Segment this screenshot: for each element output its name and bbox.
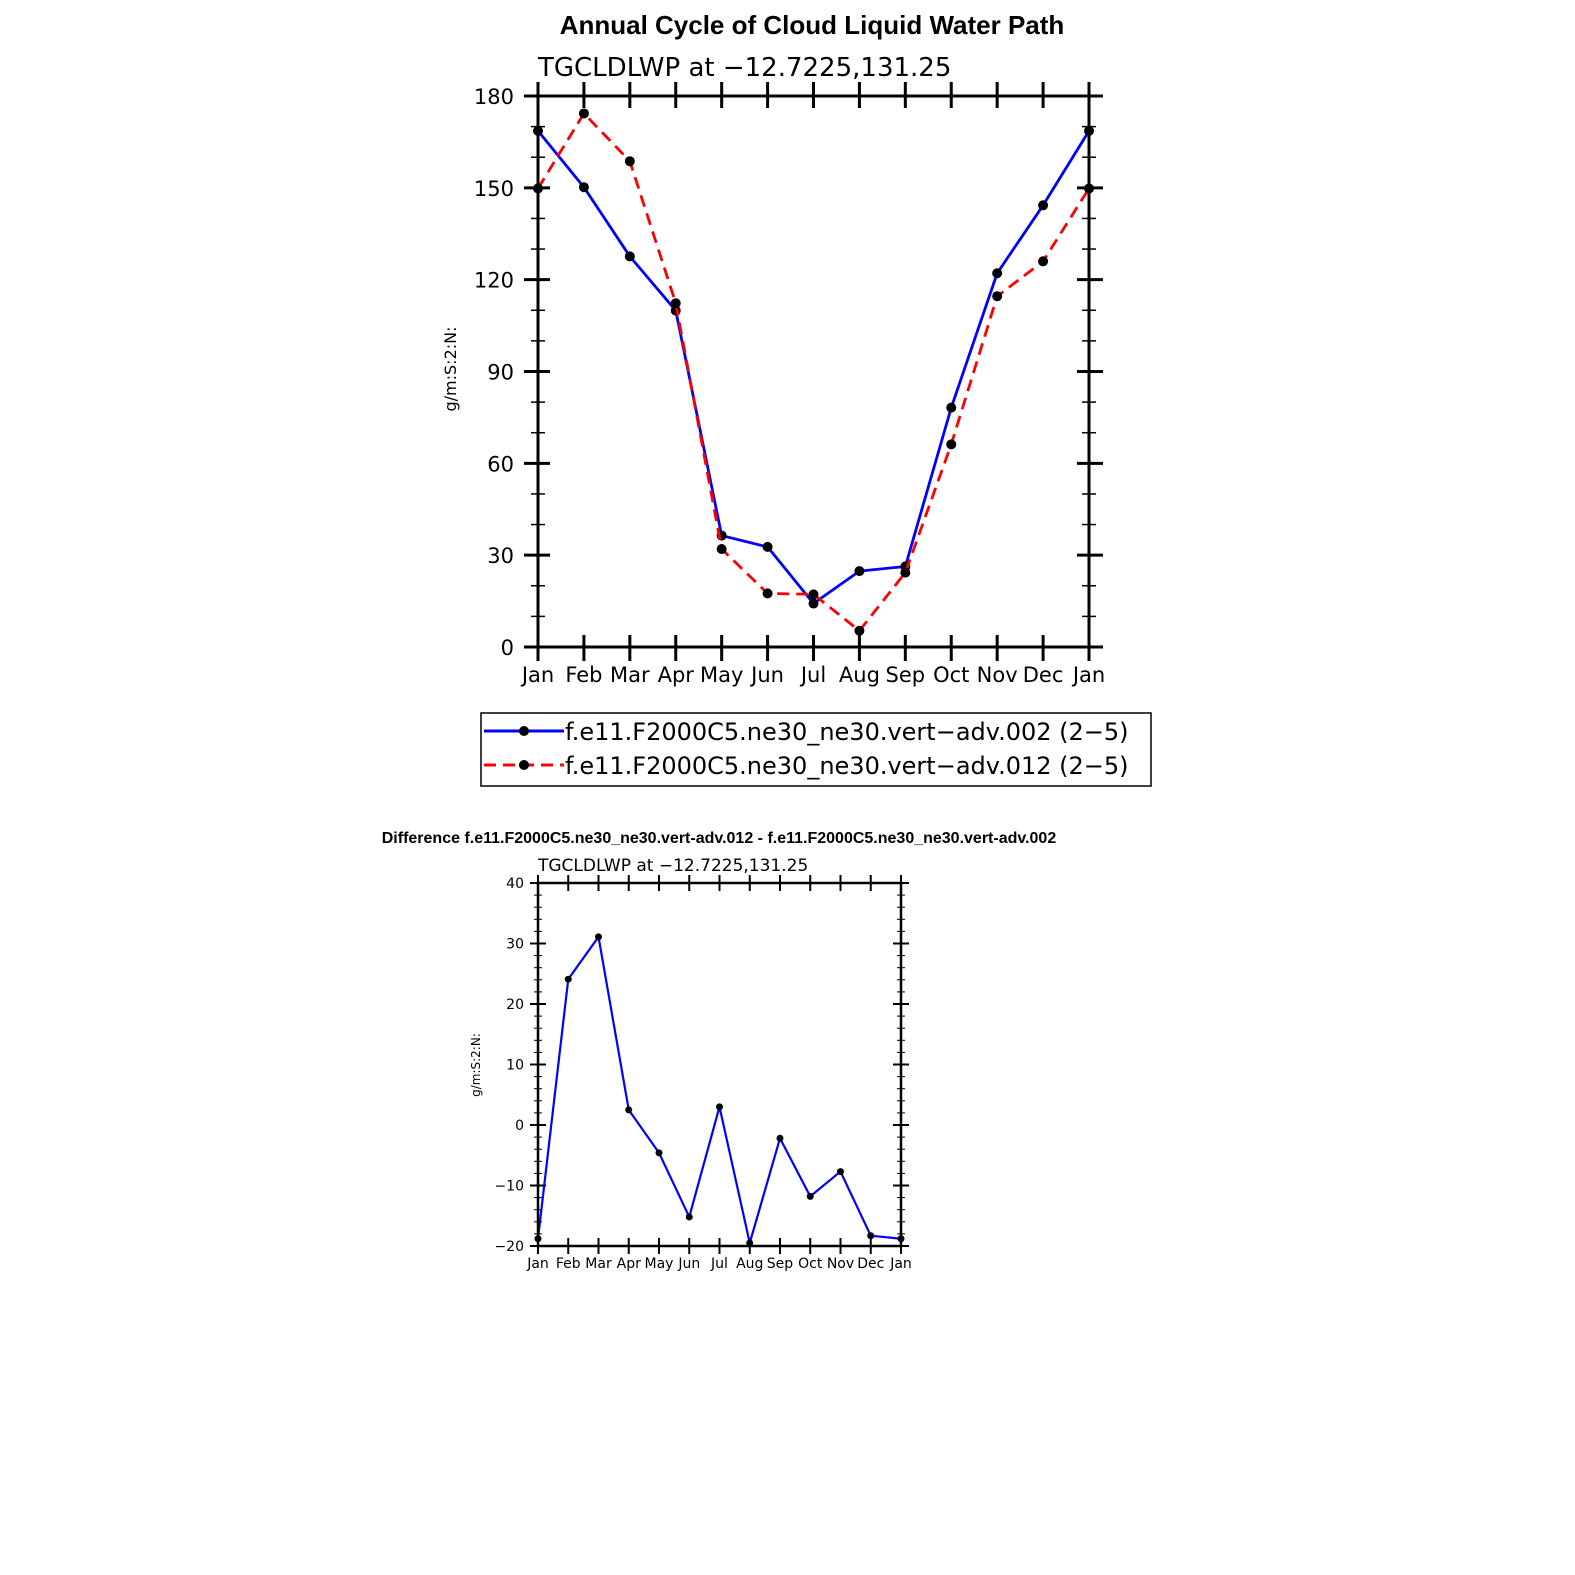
legend-entry-2: f.e11.F2000C5.ne30_ne30.vert−adv.012 (2−… bbox=[484, 752, 1129, 780]
legend-label-1: f.e11.F2000C5.ne30_ne30.vert−adv.002 (2−… bbox=[565, 718, 1129, 746]
series-1-point bbox=[624, 251, 635, 262]
y-tick-label: 30 bbox=[506, 937, 524, 953]
annual-cycle-chart: Annual Cycle of Cloud Liquid Water Path … bbox=[441, 10, 1152, 787]
tick-labels: Jan Feb Mar Apr May Jun Jul Aug Sep Oct Nov Dec Jan0… bbox=[474, 85, 1105, 687]
y-tick-label: 60 bbox=[487, 452, 514, 476]
plot-frame bbox=[536, 94, 1091, 649]
series-1-point bbox=[806, 1192, 814, 1200]
series-1-point bbox=[867, 1232, 875, 1240]
series-2-point bbox=[946, 439, 957, 450]
series-1-point bbox=[808, 598, 819, 609]
x-tick-label: Jan bbox=[526, 1256, 549, 1272]
y-tick-label: −20 bbox=[494, 1239, 524, 1255]
series-1-point bbox=[595, 933, 602, 941]
series-1-point bbox=[655, 1149, 663, 1157]
difference-plot-frame bbox=[536, 881, 903, 1248]
x-tick-label: Jul bbox=[799, 663, 826, 687]
y-tick-label: 0 bbox=[515, 1118, 524, 1134]
series-layer bbox=[533, 108, 1094, 636]
x-tick-label: Aug bbox=[736, 1256, 763, 1272]
x-tick-label: Oct bbox=[933, 663, 969, 687]
series-1-point bbox=[564, 975, 572, 983]
y-tick-label: 0 bbox=[501, 636, 514, 660]
series-2-point bbox=[1038, 256, 1049, 267]
x-tick-label: Jun bbox=[677, 1256, 700, 1272]
series-1-point bbox=[625, 1106, 633, 1114]
series-1-point bbox=[685, 1213, 693, 1221]
y-tick-label: 20 bbox=[506, 997, 524, 1013]
x-tick-label: Jan bbox=[1071, 663, 1105, 687]
legend-marker-2 bbox=[519, 760, 529, 770]
x-tick-label: Jun bbox=[749, 663, 784, 687]
legend-box bbox=[480, 712, 1152, 787]
series-2-point bbox=[624, 156, 635, 167]
y-tick-label: 30 bbox=[487, 544, 514, 568]
x-tick-label: Nov bbox=[977, 663, 1018, 687]
series-1-point bbox=[854, 566, 865, 577]
x-tick-label: Oct bbox=[798, 1256, 823, 1272]
x-tick-label: Sep bbox=[886, 663, 926, 687]
series-2-point bbox=[578, 108, 589, 119]
x-tick-label: Feb bbox=[565, 663, 602, 687]
legend: f.e11.F2000C5.ne30_ne30.vert−adv.002 (2−… bbox=[480, 712, 1152, 787]
series-1-point bbox=[762, 541, 773, 552]
series-1-point bbox=[578, 182, 589, 193]
y-tick-label: 90 bbox=[487, 361, 514, 385]
x-tick-label: Apr bbox=[617, 1256, 641, 1272]
x-tick-label: Nov bbox=[827, 1256, 854, 1272]
series-1-point bbox=[992, 268, 1003, 279]
y-tick-label: 180 bbox=[474, 85, 514, 109]
x-tick-label: Jul bbox=[710, 1256, 728, 1272]
y-tick-label: 40 bbox=[506, 876, 524, 892]
y-tick-label: 150 bbox=[474, 177, 514, 201]
difference-title: Difference f.e11.F2000C5.ne30_ne30.vert-… bbox=[382, 830, 1057, 847]
series-1-point bbox=[837, 1168, 844, 1176]
series-2-point bbox=[808, 589, 819, 600]
x-tick-label: May bbox=[645, 1256, 674, 1272]
x-tick-label: Mar bbox=[610, 663, 650, 687]
series-1-point bbox=[746, 1239, 754, 1247]
difference-y-axis-label: g/m:S:2:N: bbox=[469, 1033, 483, 1097]
x-tick-label: Jan bbox=[520, 663, 554, 687]
x-tick-label: Jan bbox=[889, 1256, 912, 1272]
x-tick-label: Dec bbox=[857, 1256, 884, 1272]
legend-entry-1: f.e11.F2000C5.ne30_ne30.vert−adv.002 (2−… bbox=[484, 718, 1129, 746]
difference-chart: Difference f.e11.F2000C5.ne30_ne30.vert-… bbox=[382, 830, 1057, 1272]
y-tick-label: 10 bbox=[506, 1058, 524, 1074]
series-2-point bbox=[992, 291, 1003, 302]
x-tick-label: Mar bbox=[585, 1256, 612, 1272]
x-tick-label: Aug bbox=[839, 663, 880, 687]
x-tick-label: Dec bbox=[1023, 663, 1064, 687]
tick-labels: Jan Feb Mar Apr May Jun Jul Aug Sep Oct Nov Dec Jan−… bbox=[494, 876, 911, 1272]
series-1-point bbox=[776, 1134, 784, 1142]
legend-marker-1 bbox=[519, 726, 529, 736]
series-2-point bbox=[670, 298, 681, 309]
y-tick-label: 120 bbox=[474, 269, 514, 293]
series-2-point bbox=[716, 544, 727, 555]
x-tick-label: Feb bbox=[556, 1256, 581, 1272]
chart-title: Annual Cycle of Cloud Liquid Water Path bbox=[560, 10, 1065, 40]
series-1-point bbox=[1038, 200, 1049, 211]
x-tick-label: May bbox=[700, 663, 743, 687]
x-tick-label: Apr bbox=[658, 663, 695, 687]
series-1-point bbox=[946, 402, 957, 413]
series-2-point bbox=[900, 567, 911, 578]
series-2-point bbox=[762, 588, 773, 599]
legend-label-2: f.e11.F2000C5.ne30_ne30.vert−adv.012 (2−… bbox=[565, 752, 1129, 780]
difference-subtitle: TGCLDLWP at −12.7225,131.25 bbox=[537, 856, 808, 876]
series-1-point bbox=[716, 1103, 723, 1111]
y-tick-label: −10 bbox=[494, 1179, 524, 1195]
series-2-point bbox=[854, 625, 865, 636]
x-tick-label: Sep bbox=[767, 1256, 794, 1272]
chart-subtitle: TGCLDLWP at −12.7225,131.25 bbox=[537, 53, 951, 83]
y-axis-label: g/m:S:2:N: bbox=[441, 327, 460, 412]
